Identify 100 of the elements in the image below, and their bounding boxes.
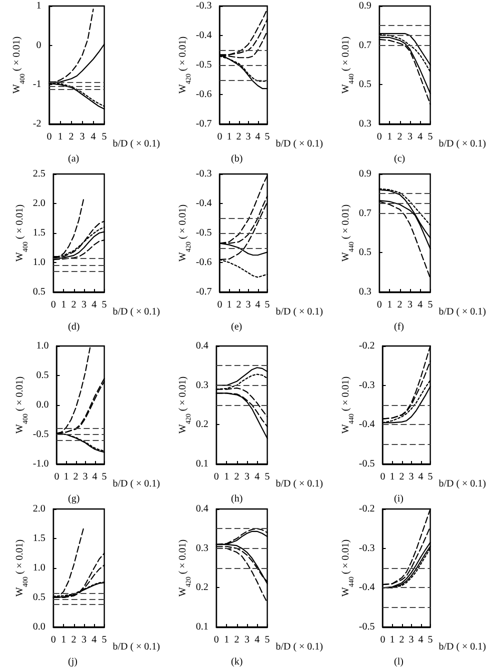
y-tick-label: 0.5 xyxy=(32,286,46,298)
text: (b) xyxy=(231,154,243,164)
x-axis-title: b/D ( × 0.1) xyxy=(112,306,160,318)
x-axis-title: b/D ( × 0.1) xyxy=(112,138,160,150)
y-tick-label: -1 xyxy=(32,79,42,90)
x-tick-label: 5 xyxy=(102,634,107,646)
x-tick-label: 5 xyxy=(264,634,270,646)
x-tick-label: 2 xyxy=(71,634,76,646)
x-tick-label: 3 xyxy=(246,300,251,310)
x-tick-label: 0 xyxy=(50,634,56,646)
x-axis-title: b/D ( × 0.1) xyxy=(438,306,486,318)
y-tick-label: 0.5 xyxy=(358,79,372,90)
y-tick-label: 1.0 xyxy=(36,340,49,352)
x-tick-label: 4 xyxy=(418,472,424,482)
x-tick-label: 1 xyxy=(64,472,69,482)
x-tick-label: 5 xyxy=(428,300,433,310)
y-tick-label: 1.5 xyxy=(32,533,46,544)
y-tick-label: -0.4 xyxy=(358,582,375,594)
x-tick-label: 4 xyxy=(255,132,260,142)
y-tick-label: 1.5 xyxy=(32,228,46,238)
y-tick-label: -0.4 xyxy=(196,30,212,41)
x-axis-title: b/D ( × 0.1) xyxy=(276,138,323,150)
y-tick-label: -0.3 xyxy=(196,0,212,12)
y-tick-label: -0.6 xyxy=(196,89,212,100)
x-tick-label: 0 xyxy=(214,634,219,646)
x-tick-label: 4 xyxy=(418,132,423,142)
x-tick-label: 5 xyxy=(264,472,270,482)
x-tick-label: 1 xyxy=(390,634,395,646)
x-tick-label: 5 xyxy=(102,132,107,142)
y-tick-label: 0.1 xyxy=(196,458,208,470)
y-tick-label: 0.7 xyxy=(358,40,372,51)
y-tick-label: -0.4 xyxy=(358,419,375,430)
x-tick-label: 2 xyxy=(68,132,74,142)
y-tick-label: 0.5 xyxy=(358,247,372,258)
x-tick-label: 1 xyxy=(58,132,63,142)
y-tick-label: -0.6 xyxy=(196,257,212,268)
x-tick-label: 4 xyxy=(255,300,260,310)
x-tick-label: 0 xyxy=(217,132,222,142)
x-tick-label: 4 xyxy=(254,472,260,482)
x-tick-label: 0 xyxy=(380,634,386,646)
x-tick-label: 2 xyxy=(73,472,78,482)
y-tick-label: 0.3 xyxy=(196,542,208,554)
y-tick-label: -0.3 xyxy=(358,542,375,554)
x-tick-label: 1 xyxy=(224,472,230,482)
x-tick-label: 2 xyxy=(71,300,76,310)
y-tick-label: -0.5 xyxy=(196,228,212,238)
x-tick-label: 1 xyxy=(61,634,66,646)
x-tick-label: 0 xyxy=(376,300,382,310)
y-tick-label: 1.0 xyxy=(32,257,46,268)
y-tick-label: 0.5 xyxy=(32,592,46,603)
x-tick-label: 3 xyxy=(244,472,250,482)
x-tick-label: 2 xyxy=(399,472,404,482)
y-tick-label: 0.9 xyxy=(358,168,372,180)
text: (d) xyxy=(68,322,80,332)
x-tick-label: 4 xyxy=(418,300,423,310)
y-tick-label: 1.0 xyxy=(32,562,46,574)
y-tick-label: 2.5 xyxy=(32,168,46,180)
y-tick-label: -0.4 xyxy=(196,198,212,209)
y-tick-label: 2.0 xyxy=(32,504,46,514)
x-tick-label: 5 xyxy=(428,634,433,646)
y-tick-label: -0.2 xyxy=(358,340,375,352)
x-tick-label: 3 xyxy=(246,132,251,142)
y-tick-label: 0 xyxy=(36,40,42,51)
x-tick-label: 5 xyxy=(102,472,107,482)
x-tick-label: 1 xyxy=(61,300,66,310)
y-tick-label: 0.0 xyxy=(36,400,49,410)
x-axis-title: b/D ( × 0.1) xyxy=(276,642,323,652)
x-tick-label: 2 xyxy=(397,132,402,142)
y-tick-label: -0.3 xyxy=(358,380,375,391)
y-tick-label: 0.5 xyxy=(36,370,49,381)
x-tick-label: 0 xyxy=(54,472,60,482)
y-tick-label: -0.2 xyxy=(358,504,375,514)
y-tick-label: 0.7 xyxy=(358,208,372,219)
x-axis-title: b/D ( × 0.1) xyxy=(276,306,323,318)
text: (l) xyxy=(394,656,404,668)
y-tick-label: 0.0 xyxy=(32,622,46,632)
x-tick-label: 2 xyxy=(234,634,240,646)
x-tick-label: 1 xyxy=(387,132,392,142)
x-axis-title: b/D ( × 0.1) xyxy=(438,138,486,150)
y-tick-label: 0.2 xyxy=(196,582,208,594)
x-tick-label: 3 xyxy=(81,300,86,310)
y-tick-label: -0.3 xyxy=(196,168,212,180)
y-tick-label: 0.4 xyxy=(196,504,208,514)
text: (k) xyxy=(231,656,243,668)
y-tick-label: 0.3 xyxy=(358,118,372,130)
y-tick-label: 0.4 xyxy=(196,340,208,352)
text: (a) xyxy=(68,154,80,164)
x-tick-label: 5 xyxy=(264,132,270,142)
x-axis-title: b/D ( × 0.1) xyxy=(112,642,160,652)
x-tick-label: 3 xyxy=(80,132,85,142)
y-tick-label: -2 xyxy=(32,118,42,130)
y-tick-label: -0.5 xyxy=(358,622,375,632)
text: (h) xyxy=(231,494,243,504)
x-axis-title: b/D ( × 0.1) xyxy=(112,478,160,490)
y-tick-label: -0.7 xyxy=(196,286,212,298)
y-tick-label: 0.3 xyxy=(358,286,372,298)
y-tick-label: -0.5 xyxy=(358,458,375,470)
text: (g) xyxy=(68,494,80,504)
x-tick-label: 1 xyxy=(224,634,230,646)
x-tick-label: 0 xyxy=(380,472,386,482)
